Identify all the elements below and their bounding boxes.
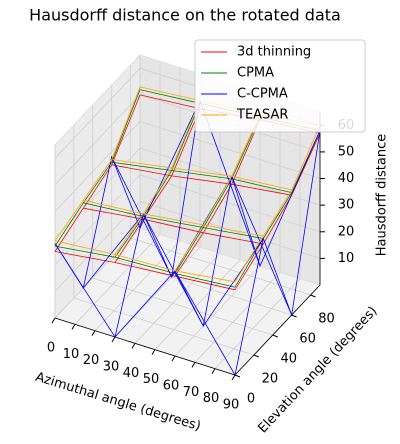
wire-row <box>54 240 236 283</box>
grid-line <box>54 68 141 159</box>
x-tick-label: 80 <box>203 391 220 406</box>
grid-line <box>154 259 241 350</box>
wire-column <box>114 100 201 338</box>
wire-row <box>111 161 292 193</box>
x-tick-label: 20 <box>83 353 100 368</box>
y-tick <box>310 294 316 298</box>
grid-line <box>54 147 141 239</box>
x-tick <box>91 330 96 336</box>
grid-line <box>92 277 273 336</box>
legend-label: TEASAR <box>236 108 288 123</box>
wire-row <box>83 202 264 239</box>
grid-line <box>73 297 255 356</box>
grid-line <box>214 278 301 369</box>
wire-row <box>111 164 292 196</box>
wire-column <box>114 100 201 255</box>
wire-column <box>234 125 321 283</box>
z-tick-label: 20 <box>338 224 355 239</box>
wire-column <box>234 130 321 376</box>
grid-line <box>54 174 141 266</box>
grid-line <box>54 227 141 319</box>
y-tick <box>291 314 297 318</box>
grid-line <box>114 246 201 338</box>
x-tick <box>131 343 136 349</box>
grid-line <box>139 121 321 179</box>
chart-title: Hausdorff distance on the rotated data <box>29 6 341 25</box>
wire-column <box>174 119 261 277</box>
y-tick-label: 60 <box>299 332 316 347</box>
wire-column <box>114 108 201 263</box>
x-tick <box>111 336 116 343</box>
wire-column <box>234 133 321 291</box>
wire-row <box>82 213 264 327</box>
x-tick-label: 40 <box>123 366 140 381</box>
x-tick-label: 10 <box>63 347 80 362</box>
x-tick <box>211 368 216 374</box>
wire-column <box>54 155 141 290</box>
x-tick <box>51 317 56 324</box>
y-tick-label: 40 <box>281 352 298 367</box>
y-axis <box>234 284 321 376</box>
grid-line <box>134 253 221 344</box>
wire-row <box>111 159 292 191</box>
wire-column <box>174 176 261 328</box>
wire-column <box>174 114 261 272</box>
grid-line <box>54 121 141 212</box>
x-tick-label: 70 <box>183 385 200 400</box>
y-tick-label: 80 <box>318 312 335 327</box>
wire-column <box>114 103 201 258</box>
z-tick-label: 10 <box>338 251 355 266</box>
grid-line <box>111 257 292 316</box>
y-tick <box>253 354 260 358</box>
grid-line <box>54 94 141 186</box>
x-tick-label: 60 <box>163 379 180 394</box>
wire-row <box>54 245 236 288</box>
y-tick <box>272 334 278 338</box>
x-tick <box>191 362 196 368</box>
grid-line <box>194 272 281 363</box>
legend-label: C-CPMA <box>237 87 288 102</box>
z-tick-label: 50 <box>338 144 355 159</box>
grid-line <box>139 174 321 233</box>
grid-line <box>174 265 261 357</box>
x-axis <box>54 317 236 376</box>
x-tick-label: 50 <box>143 372 160 387</box>
wire-row <box>83 207 264 245</box>
x-tick <box>71 324 76 330</box>
y-tick-label: 0 <box>247 392 255 407</box>
legend-label: 3d thinning <box>237 45 311 60</box>
wire-column <box>174 116 261 274</box>
y-tick-label: 20 <box>262 372 279 387</box>
legend-label: CPMA <box>237 66 274 81</box>
x-tick-label: 30 <box>103 360 120 375</box>
wire-column <box>54 89 141 247</box>
wire-column <box>54 94 141 252</box>
legend-box <box>194 39 366 133</box>
x-tick <box>231 374 236 381</box>
x-tick <box>151 349 156 355</box>
x-tick <box>171 355 176 362</box>
y-tick <box>234 374 241 378</box>
x-tick-label: 0 <box>47 341 55 356</box>
grid-line <box>74 234 161 325</box>
z-tick-label: 40 <box>338 171 355 186</box>
wire-column <box>54 86 141 242</box>
wire-row <box>83 199 264 237</box>
wire-row <box>54 251 236 291</box>
x-tick-label: 90 <box>223 398 240 413</box>
z-tick-label: 30 <box>338 198 355 213</box>
z-axis-label: Hausdorff distance <box>375 134 390 256</box>
